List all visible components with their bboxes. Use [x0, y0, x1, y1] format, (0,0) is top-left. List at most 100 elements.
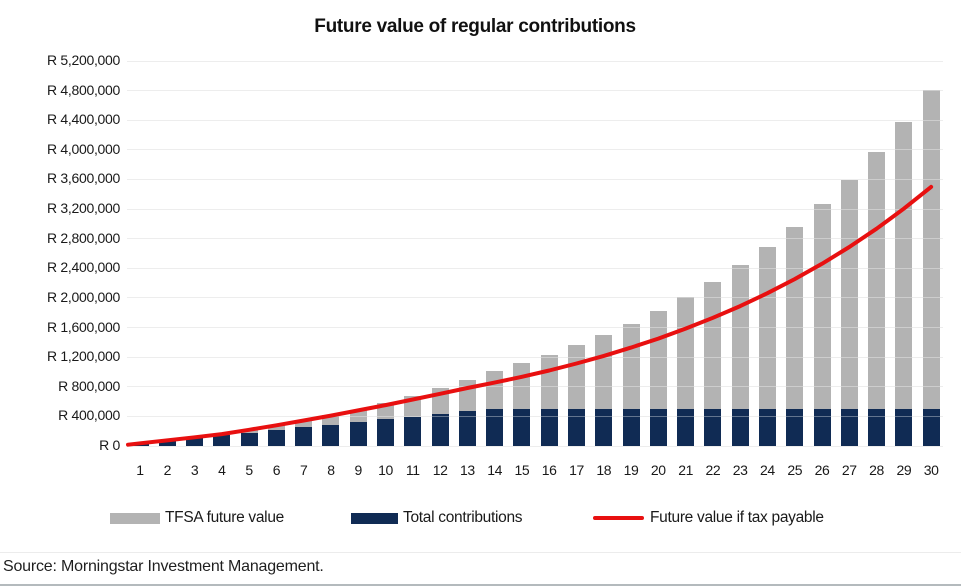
bar-total-contributions — [922, 408, 940, 446]
x-axis-label: 22 — [705, 462, 721, 478]
gridline-overlay — [127, 60, 943, 62]
x-axis-label: 9 — [354, 462, 363, 478]
x-axis-label: 21 — [678, 462, 693, 478]
bar-total-contributions — [758, 408, 776, 446]
legend-label-tfsa: TFSA future value — [165, 509, 284, 526]
bar-total-contributions — [567, 408, 585, 446]
x-axis-label: 8 — [327, 462, 335, 478]
gridline-overlay — [127, 386, 943, 388]
bar-total-contributions — [622, 408, 640, 446]
gridline-overlay — [127, 415, 943, 417]
gridline-overlay — [127, 327, 943, 329]
tax-payable-line — [126, 184, 934, 447]
x-axis-label: 2 — [163, 462, 172, 478]
chart-title: Future value of regular contributions — [314, 16, 636, 37]
bar-total-contributions — [731, 408, 749, 446]
contributions-bar-swatch-icon — [351, 512, 398, 524]
y-axis-label: R 3,200,000 — [47, 200, 120, 217]
x-axis-label: 6 — [272, 462, 281, 478]
gridline-overlay — [127, 445, 943, 447]
x-axis-label: 18 — [596, 462, 612, 478]
gridline — [127, 386, 943, 388]
bar-total-contributions — [431, 414, 449, 446]
gridline-overlay — [127, 149, 943, 151]
gridline — [127, 119, 943, 121]
x-axis-label: 3 — [190, 462, 199, 478]
bar-total-contributions — [677, 408, 695, 446]
bar-total-contributions — [213, 435, 231, 446]
gridline-overlay — [127, 297, 943, 299]
plot-area — [126, 60, 943, 447]
gridline — [127, 356, 943, 358]
bar-total-contributions — [895, 408, 913, 446]
bar-tfsa-future-value — [677, 297, 695, 446]
bar-tfsa-future-value — [704, 282, 722, 446]
x-axis-label: 10 — [378, 462, 393, 478]
bar-total-contributions — [813, 408, 831, 446]
gridline-overlay — [127, 267, 943, 269]
y-axis-label: R 4,400,000 — [47, 111, 120, 128]
gridline — [127, 267, 943, 269]
bar-total-contributions — [649, 408, 667, 446]
gridline — [127, 90, 943, 92]
bottom-border-line — [0, 584, 961, 586]
x-axis-label: 19 — [623, 462, 639, 478]
x-axis-label: 30 — [923, 462, 939, 478]
bar-total-contributions — [377, 419, 395, 446]
bar-total-contributions — [458, 411, 476, 446]
bar-total-contributions — [486, 408, 504, 446]
x-axis-label: 23 — [732, 462, 748, 478]
gridline-overlay — [127, 238, 943, 240]
x-axis-label: 5 — [245, 462, 253, 478]
tax-line-swatch-icon — [593, 516, 644, 520]
bar-total-contributions — [158, 440, 176, 446]
y-axis-label: R 1,200,000 — [47, 348, 120, 365]
legend-item-tax-line: Future value if tax payable — [593, 509, 824, 527]
y-axis-label: R 400,000 — [58, 407, 120, 424]
x-axis-label: 4 — [218, 462, 226, 478]
legend-label-contributions: Total contributions — [403, 509, 523, 526]
y-axis-label: R 1,600,000 — [47, 318, 120, 335]
x-axis-label: 25 — [787, 462, 803, 478]
x-axis-label: 16 — [541, 462, 557, 478]
bar-total-contributions — [404, 416, 422, 446]
bar-total-contributions — [513, 408, 531, 446]
y-axis-label: R 4,800,000 — [47, 81, 120, 98]
gridline-overlay — [127, 208, 943, 210]
x-axis-label: 15 — [514, 462, 530, 478]
gridline — [127, 60, 943, 62]
x-axis-label: 13 — [459, 462, 475, 478]
gridline-overlay — [127, 119, 943, 121]
y-axis-label: R 2,800,000 — [47, 229, 120, 246]
tfsa-bar-swatch-icon — [110, 512, 160, 524]
y-axis-label: R 2,400,000 — [47, 259, 120, 276]
x-axis-label: 28 — [869, 462, 884, 478]
gridline — [127, 297, 943, 299]
bar-tfsa-future-value — [922, 89, 940, 446]
gridline-overlay — [127, 356, 943, 358]
gridline — [127, 208, 943, 210]
bar-total-contributions — [786, 408, 804, 446]
y-axis-label: R 5,200,000 — [47, 52, 120, 68]
legend-item-tfsa: TFSA future value — [110, 509, 284, 527]
bar-total-contributions — [240, 432, 258, 446]
gridline — [127, 327, 943, 329]
y-axis-label: R 3,600,000 — [47, 170, 120, 187]
gridline — [127, 415, 943, 417]
y-axis-label: R 800,000 — [58, 377, 120, 394]
x-axis-label: 20 — [650, 462, 666, 478]
bar-total-contributions — [704, 408, 722, 446]
gridline — [127, 178, 943, 180]
x-axis-label: 11 — [405, 462, 420, 478]
gridline — [127, 149, 943, 151]
x-axis-label: 14 — [487, 462, 503, 478]
bar-total-contributions — [295, 427, 313, 446]
x-axis-label: 12 — [432, 462, 448, 478]
bar-total-contributions — [595, 408, 613, 446]
y-axis-label: R 0 — [99, 437, 120, 453]
x-axis-label: 1 — [136, 462, 144, 478]
gridline — [127, 445, 943, 447]
y-axis-label: R 2,000,000 — [47, 288, 120, 305]
x-axis-label: 24 — [760, 462, 775, 478]
